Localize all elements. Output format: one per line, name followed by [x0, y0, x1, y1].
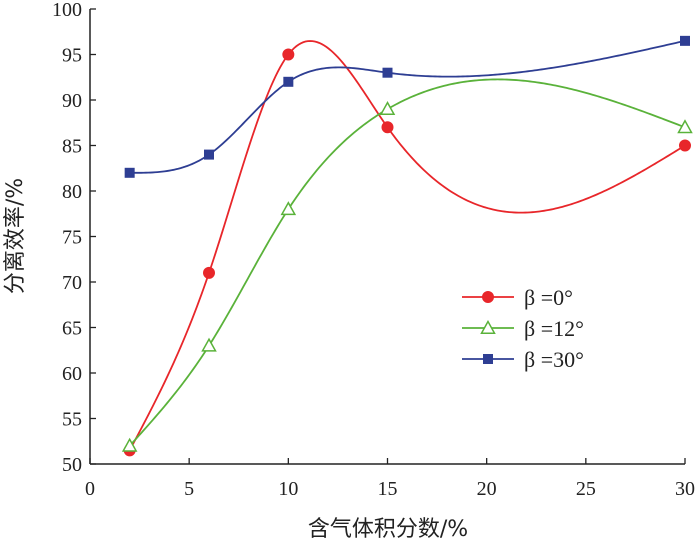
x-tick-label: 10 — [278, 478, 298, 500]
x-tick-label: 25 — [576, 478, 596, 500]
legend: β =0° β =12° β =30° — [462, 285, 584, 372]
series-layer — [121, 35, 693, 457]
x-axis-title: 含气体积分数/% — [308, 517, 468, 542]
legend-marker — [482, 291, 494, 303]
y-axis-title: 分离效率/% — [3, 178, 28, 294]
data-point — [124, 167, 135, 178]
y-tick-label: 70 — [62, 272, 82, 294]
data-point — [381, 121, 394, 134]
legend-marker — [480, 319, 496, 334]
axes: 50 55 60 65 70 75 80 85 90 95 100 0 5 10 15 20 25 30 — [52, 0, 695, 500]
data-point — [283, 76, 294, 87]
series-2 — [124, 35, 690, 178]
series-line — [129, 39, 686, 174]
data-point — [203, 266, 215, 279]
data-point — [382, 67, 393, 78]
y-tick-label: 85 — [62, 136, 82, 158]
y-tick-label: 65 — [62, 318, 82, 340]
y-tick-label: 80 — [62, 181, 82, 203]
legend-label: β =12° — [524, 316, 584, 341]
y-tick-label: 75 — [62, 227, 82, 249]
data-point — [201, 337, 217, 352]
data-point — [204, 149, 214, 160]
y-tick-label: 50 — [62, 454, 82, 476]
x-tick-label: 0 — [85, 478, 95, 500]
legend-marker — [483, 354, 493, 364]
series-1 — [121, 78, 693, 452]
y-tick-label: 90 — [62, 90, 82, 112]
x-tick-label: 15 — [378, 478, 398, 500]
data-point — [282, 48, 295, 61]
series-line — [128, 40, 686, 451]
x-tick-label: 30 — [675, 478, 695, 500]
data-point — [680, 35, 690, 46]
legend-label: β =30° — [524, 347, 584, 372]
legend-label: β =0° — [524, 285, 573, 310]
data-point — [679, 139, 691, 152]
series-0 — [123, 40, 691, 457]
legend-entry-0: β =0° — [462, 285, 573, 310]
y-tick-label: 55 — [62, 409, 82, 431]
series-line — [129, 78, 686, 447]
data-point — [121, 437, 138, 452]
x-tick-label: 5 — [184, 478, 194, 500]
data-point — [677, 119, 693, 134]
x-tick-label: 20 — [477, 478, 497, 500]
legend-entry-1: β =12° — [462, 316, 584, 341]
legend-entry-2: β =30° — [462, 347, 584, 372]
data-point — [280, 201, 297, 216]
y-tick-label: 100 — [52, 0, 82, 21]
y-tick-label: 95 — [62, 45, 82, 67]
y-tick-label: 60 — [62, 363, 82, 385]
data-point — [379, 101, 396, 116]
